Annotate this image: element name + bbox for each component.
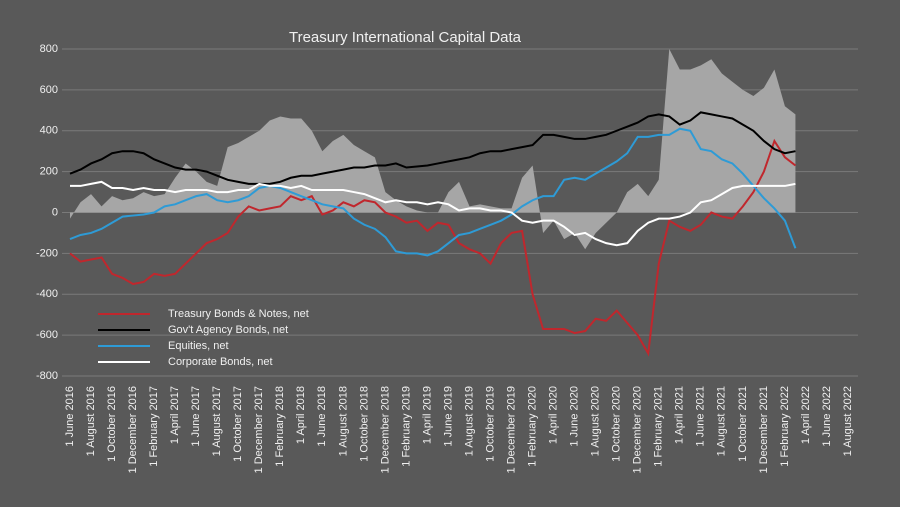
chart-title: Treasury International Capital Data [289,29,522,46]
x-tick-label: 1 April 2017 [169,386,181,444]
x-tick-label: 1 December 2018 [379,386,391,473]
x-tick-label: 1 October 2016 [106,386,118,462]
x-tick-label: 1 April 2019 [421,386,433,444]
x-tick-label: 1 February 2019 [400,386,412,467]
y-tick-label: 0 [52,206,58,218]
x-tick-label: 1 June 2022 [821,386,833,447]
y-tick-label: 400 [40,125,58,137]
x-tick-label: 1 August 2017 [211,386,223,456]
y-tick-label: 800 [40,43,58,55]
x-tick-label: 1 June 2018 [316,386,328,447]
x-tick-label: 1 October 2017 [232,386,244,462]
x-tick-label: 1 October 2020 [611,386,623,462]
x-tick-label: 1 June 2021 [695,386,707,447]
x-tick-label: 1 February 2018 [274,386,286,467]
y-tick-label: -200 [36,247,58,259]
legend-label: Treasury Bonds & Notes, net [168,308,309,320]
x-tick-label: 1 April 2022 [800,386,812,444]
line [69,127,797,257]
x-tick-label: 1 June 2019 [442,386,454,447]
x-tick-label: 1 December 2019 [505,386,517,473]
x-tick-label: 1 February 2021 [653,386,665,467]
x-tick-label: 1 February 2022 [779,386,791,467]
x-tick-label: 1 June 2016 [64,386,76,447]
y-tick-label: -800 [36,370,58,382]
legend-label: Corporate Bonds, net [168,356,273,368]
x-tick-label: 1 October 2019 [484,386,496,462]
x-tick-label: 1 April 2018 [295,386,307,444]
y-tick-label: 600 [40,84,58,96]
line [70,180,796,247]
x-tick-label: 1 December 2016 [127,386,139,473]
x-tick-label: 1 June 2017 [190,386,202,447]
x-tick-label: 1 February 2017 [148,386,160,467]
line [69,138,797,357]
x-tick-label: 1 April 2021 [674,386,686,444]
x-tick-label: 1 August 2021 [716,386,728,456]
x-tick-label: 1 December 2017 [253,386,265,473]
legend-label: Equities, net [168,340,229,352]
area [70,49,796,250]
x-tick-label: 1 August 2022 [842,386,854,456]
y-tick-label: 200 [40,166,58,178]
x-tick-label: 1 August 2016 [85,386,97,456]
x-tick-label: 1 December 2021 [758,386,770,473]
x-tick-label: 1 April 2020 [548,386,560,444]
x-tick-label: 1 December 2020 [632,386,644,473]
line [69,111,796,185]
x-tick-label: 1 August 2018 [337,386,349,456]
x-tick-label: 1 February 2020 [527,386,539,467]
x-tick-label: 1 October 2021 [737,386,749,462]
x-tick-label: 1 June 2020 [569,386,581,447]
y-tick-label: -400 [36,288,58,300]
x-tick-label: 1 August 2019 [463,386,475,456]
x-tick-label: 1 October 2018 [358,386,370,462]
legend-label: Gov't Agency Bonds, net [168,324,288,336]
x-tick-label: 1 August 2020 [590,386,602,456]
y-tick-label: -600 [36,329,58,341]
